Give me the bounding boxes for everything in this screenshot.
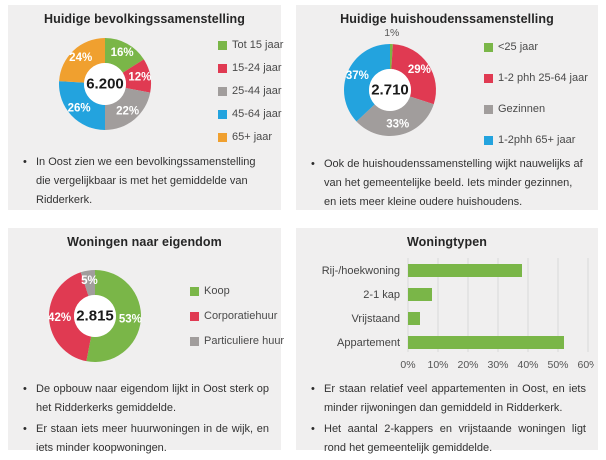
legend-swatch-gray — [190, 336, 199, 346]
bullet-marker: • — [23, 383, 27, 395]
population-legend: Tot 15 jaar 15-24 jaar 25-44 jaar 45-64 … — [218, 39, 283, 143]
population-donut-chart: 16% 12% 22% 26% 24% 6.200 — [58, 38, 151, 130]
svg-text:Appartement: Appartement — [337, 337, 400, 349]
legend-swatch-red — [484, 73, 493, 83]
legend-swatch-green — [218, 40, 227, 50]
legend-item: 45-64 jaar — [218, 108, 283, 120]
legend-label: <25 jaar — [498, 41, 539, 53]
svg-text:22%: 22% — [116, 105, 139, 117]
svg-text:1%: 1% — [384, 27, 399, 39]
legend-label: 15-24 jaar — [232, 62, 282, 74]
svg-text:10%: 10% — [427, 359, 448, 371]
page-title: Huidige bevolkingssamenstelling — [43, 12, 246, 26]
households-donut-chart: 1% 29% 33% 37%2.710 — [344, 27, 436, 136]
bullet-item: • In Oost zien we een bevolkingssamenste… — [18, 153, 273, 210]
svg-text:33%: 33% — [386, 119, 409, 131]
legend-item: 1-2 phh 25-64 jaar — [484, 72, 588, 84]
legend-item: Particuliere huur — [190, 335, 284, 347]
legend-label: 45-64 jaar — [232, 108, 282, 120]
legend-swatch-gray — [484, 104, 493, 114]
svg-text:30%: 30% — [487, 359, 508, 371]
bullet-text: In Oost zien we een bevolkingssamenstell… — [36, 156, 256, 206]
bullet-marker: • — [311, 158, 315, 170]
bullet-item: • Het aantal 2-kappers en vrijstaande wo… — [306, 420, 590, 458]
svg-text:6.200: 6.200 — [86, 76, 124, 93]
legend-label: Corporatiehuur — [204, 310, 278, 322]
legend-item: <25 jaar — [484, 41, 588, 53]
svg-text:20%: 20% — [457, 359, 478, 371]
legend-item: Tot 15 jaar — [218, 39, 283, 51]
legend-label: Tot 15 jaar — [232, 39, 284, 51]
svg-text:60%: 60% — [577, 359, 594, 371]
legend-swatch-blue — [484, 135, 493, 145]
svg-text:50%: 50% — [547, 359, 568, 371]
svg-text:40%: 40% — [517, 359, 538, 371]
legend-item: Corporatiehuur — [190, 310, 284, 322]
bullet-item: • Er staan iets meer huurwoningen in de … — [18, 420, 273, 458]
legend-swatch-red — [190, 311, 199, 321]
legend-swatch-green — [190, 286, 199, 296]
svg-text:42%: 42% — [48, 312, 71, 324]
bullet-item: • Ook de huishoudenssamenstelling wijkt … — [306, 155, 590, 212]
population-notes: • In Oost zien we een bevolkingssamenste… — [18, 153, 273, 212]
svg-text:5%: 5% — [81, 275, 98, 287]
legend-item: 25-44 jaar — [218, 85, 283, 97]
legend-item: Gezinnen — [484, 103, 588, 115]
households-notes: • Ook de huishoudenssamenstelling wijkt … — [306, 155, 590, 214]
bullet-marker: • — [23, 423, 27, 435]
panel-population: Huidige bevolkingssamenstelling 16% 12% 22… — [8, 5, 283, 212]
legend-label: 65+ jaar — [232, 131, 273, 143]
svg-text:24%: 24% — [69, 52, 92, 64]
legend-label: 25-44 jaar — [232, 85, 282, 97]
bullet-item: • De opbouw naar eigendom lijkt in Oost … — [18, 380, 273, 418]
legend-item: Koop — [190, 285, 284, 297]
panel-ownership: Woningen naar eigendom 53% 42% 5% 2.815 Koo… — [8, 228, 284, 454]
legend-item: 1-2phh 65+ jaar — [484, 134, 588, 146]
svg-text:16%: 16% — [111, 47, 134, 59]
legend-swatch-red — [218, 63, 227, 73]
legend-label: Koop — [204, 285, 230, 297]
legend-item: 15-24 jaar — [218, 62, 283, 74]
legend-label: 1-2 phh 25-64 jaar — [498, 72, 588, 84]
panel-households: Huidige huishoudenssamenstelling 1% 29% 33… — [296, 5, 598, 210]
svg-text:2.710: 2.710 — [371, 82, 409, 99]
housing-types-notes: • Er staan relatief veel appartementen i… — [306, 380, 590, 460]
svg-text:Rij-/hoekwoning: Rij-/hoekwoning — [322, 265, 400, 277]
bullet-marker: • — [311, 423, 315, 435]
legend-label: Particuliere huur — [204, 335, 285, 347]
bullet-text: Ook de huishoudenssamenstelling wijkt na… — [324, 158, 583, 208]
bullet-marker: • — [311, 383, 315, 395]
legend-swatch-orange — [218, 132, 227, 142]
ownership-legend: Koop Corporatiehuur Particuliere huur — [190, 285, 284, 347]
legend-item: 65+ jaar — [218, 131, 283, 143]
bullet-item: • Er staan relatief veel appartementen i… — [306, 380, 590, 418]
svg-text:2-1 kap: 2-1 kap — [363, 289, 400, 301]
svg-text:2.815: 2.815 — [76, 308, 114, 325]
legend-label: Gezinnen — [498, 103, 546, 115]
page-title: Woningtypen — [406, 235, 488, 249]
legend-swatch-gray — [218, 86, 227, 96]
ownership-notes: • De opbouw naar eigendom lijkt in Oost … — [18, 380, 273, 460]
bullet-text: Het aantal 2-kappers en vrijstaande woni… — [324, 423, 586, 454]
housing-types-bar-chart: 0% 10% 20% 30% 40% 50% 60% Rij-/hoekwoning 2-1 k… — [322, 258, 594, 371]
svg-text:0%: 0% — [400, 359, 415, 371]
legend-label: 1-2phh 65+ jaar — [498, 134, 576, 146]
bullet-text: De opbouw naar eigendom lijkt in Oost st… — [36, 383, 269, 414]
svg-text:26%: 26% — [68, 102, 91, 114]
svg-text:12%: 12% — [128, 71, 151, 83]
legend-swatch-blue — [218, 109, 227, 119]
households-legend: <25 jaar 1-2 phh 25-64 jaar Gezinnen 1-2… — [484, 41, 588, 146]
page-title: Woningen naar eigendom — [67, 235, 222, 249]
bullet-marker: • — [23, 156, 27, 168]
panel-housing-types: Woningtypen 0% 10% 20% 30% 40% 50% 60% Rij-/hoe… — [296, 228, 598, 454]
page-title: Huidige huishoudenssamenstelling — [340, 12, 554, 26]
svg-text:Vrijstaand: Vrijstaand — [351, 313, 400, 325]
bullet-text: Er staan relatief veel appartementen in … — [324, 383, 586, 414]
svg-text:37%: 37% — [346, 70, 369, 82]
svg-text:29%: 29% — [408, 64, 431, 76]
svg-text:53%: 53% — [119, 313, 142, 325]
ownership-donut-chart: 53% 42% 5% 2.815 — [48, 270, 142, 362]
bullet-text: Er staan iets meer huurwoningen in de wi… — [36, 423, 269, 454]
legend-swatch-green — [484, 42, 493, 52]
